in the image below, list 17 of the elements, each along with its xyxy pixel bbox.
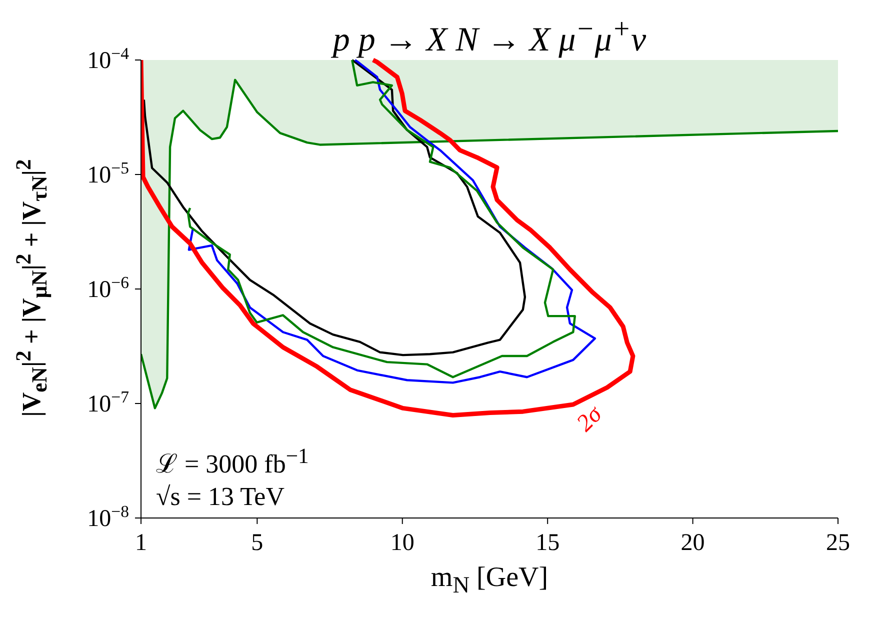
y-tick-label: 10$^{−7}$ <box>87 387 129 418</box>
y-tick-label: 10$^{−5}$ <box>87 158 129 188</box>
x-tick-label: 5 <box>251 530 264 556</box>
x-tick-label: 1 <box>135 530 147 556</box>
x-tick-label: 20 <box>680 530 705 556</box>
x-tick-label: 10 <box>390 530 414 556</box>
y-tick-label: 10$^{−6}$ <box>87 272 129 303</box>
y-tick-label: 10$^{−8}$ <box>87 502 129 532</box>
line-series <box>142 58 526 356</box>
chart-title: p p → X N → X μ$^{−}$μ$^{+}$ν <box>330 14 648 60</box>
annotation: ℒ = 3000 fb$^{−1}$ <box>156 443 309 481</box>
annotation: 2σ <box>572 402 608 438</box>
annotation: √s = 13 TeV <box>156 480 286 513</box>
y-tick-label: 10$^{−4}$ <box>87 44 130 74</box>
x-axis-title: m$_{N}$ [GeV] <box>430 562 550 600</box>
x-tick-label: 25 <box>826 530 850 556</box>
x-tick-label: 15 <box>536 530 560 556</box>
